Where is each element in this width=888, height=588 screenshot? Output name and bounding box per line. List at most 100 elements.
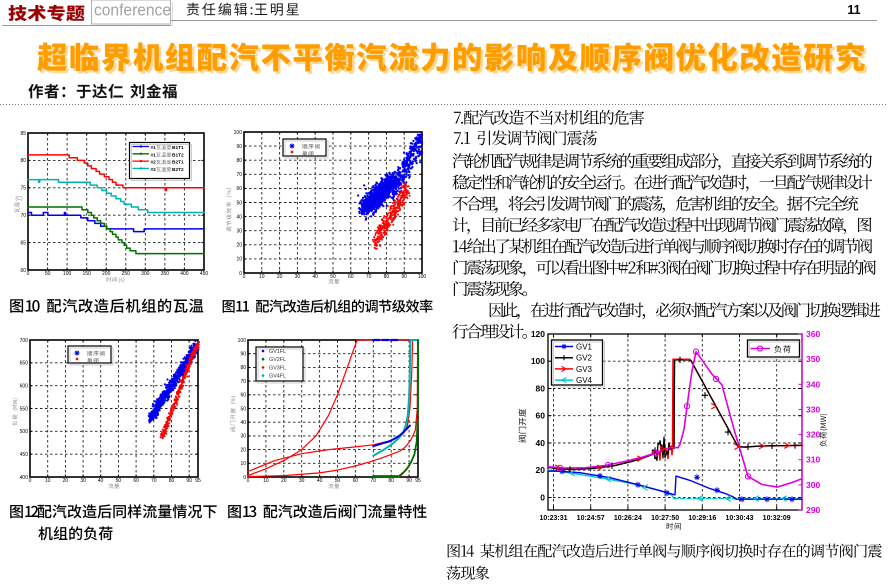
svg-text:70: 70 [366, 274, 372, 280]
svg-text:#1: #1 [151, 145, 157, 151]
svg-text:30: 30 [236, 228, 242, 234]
svg-text:100: 100 [418, 274, 427, 280]
svg-text:GV3: GV3 [576, 365, 593, 374]
svg-text:GV4FL: GV4FL [269, 374, 286, 380]
svg-text:320: 320 [806, 430, 820, 440]
svg-text:0: 0 [239, 271, 242, 277]
svg-text:30: 30 [80, 478, 86, 484]
svg-text:#2: #2 [151, 167, 157, 173]
svg-text:60: 60 [20, 268, 26, 274]
svg-text:50: 50 [45, 271, 51, 277]
svg-text:GV1: GV1 [576, 343, 593, 352]
svg-text:40: 40 [240, 420, 246, 426]
svg-text:450: 450 [20, 452, 29, 458]
svg-text:550: 550 [20, 406, 29, 412]
svg-text:B2T2: B2T2 [172, 167, 184, 173]
svg-text:150: 150 [83, 271, 92, 277]
svg-text:60: 60 [353, 478, 359, 484]
svg-text:95: 95 [415, 478, 421, 484]
svg-text:60: 60 [240, 393, 246, 399]
svg-text:B2T1: B2T1 [172, 160, 184, 166]
svg-text:80: 80 [388, 478, 394, 484]
svg-text:50: 50 [116, 478, 122, 484]
svg-text:80: 80 [240, 365, 246, 371]
svg-text:#1: #1 [151, 152, 157, 158]
svg-text:10:30:43: 10:30:43 [725, 515, 753, 522]
svg-text:85: 85 [20, 131, 26, 137]
svg-text:60: 60 [348, 274, 354, 280]
svg-text:20: 20 [281, 478, 287, 484]
svg-text:60: 60 [133, 478, 139, 484]
svg-text:90: 90 [401, 274, 407, 280]
svg-text:40: 40 [312, 274, 318, 280]
svg-text:(C): (C) [15, 196, 22, 202]
svg-text:10:29:16: 10:29:16 [688, 515, 716, 522]
svg-text:B1T2: B1T2 [172, 152, 184, 158]
svg-text:0: 0 [247, 478, 250, 484]
svg-text:90: 90 [186, 478, 192, 484]
svg-text:GV4: GV4 [576, 376, 593, 385]
svg-text:60: 60 [536, 411, 546, 421]
svg-text:90: 90 [240, 351, 246, 357]
svg-text:400: 400 [180, 271, 189, 277]
svg-text:30: 30 [295, 274, 301, 280]
svg-text:30: 30 [299, 478, 305, 484]
svg-text:75: 75 [20, 186, 26, 192]
svg-text:0: 0 [29, 478, 32, 484]
svg-text:10:26:24: 10:26:24 [614, 515, 642, 522]
svg-text:700: 700 [20, 338, 29, 344]
svg-text:350: 350 [806, 354, 820, 364]
svg-text:20: 20 [63, 478, 69, 484]
svg-text:11: 11 [847, 3, 860, 17]
svg-text:80: 80 [236, 158, 242, 164]
svg-text:0: 0 [243, 274, 246, 280]
svg-text:90: 90 [236, 144, 242, 150]
svg-text:650: 650 [20, 361, 29, 367]
svg-text:10: 10 [45, 478, 51, 484]
svg-text:80: 80 [169, 478, 175, 484]
svg-text:50: 50 [335, 478, 341, 484]
svg-text:360: 360 [806, 329, 820, 339]
svg-text:310: 310 [806, 455, 820, 465]
svg-text:30: 30 [240, 434, 246, 440]
svg-text:10: 10 [236, 257, 242, 263]
svg-text:0: 0 [243, 475, 246, 481]
svg-text:100: 100 [531, 356, 545, 366]
svg-text:50: 50 [236, 200, 242, 206]
svg-text:10:32:09: 10:32:09 [763, 515, 791, 522]
svg-text:20: 20 [536, 465, 546, 475]
svg-text:600: 600 [20, 383, 29, 389]
svg-text:GV2FL: GV2FL [269, 357, 286, 363]
svg-text:10:24:57: 10:24:57 [577, 515, 605, 522]
svg-text:40: 40 [236, 214, 242, 220]
svg-text:200: 200 [102, 271, 111, 277]
svg-text:50: 50 [240, 406, 246, 412]
svg-text:#2: #2 [151, 160, 157, 166]
svg-text:300: 300 [141, 271, 150, 277]
svg-text:90: 90 [406, 478, 412, 484]
svg-text:0: 0 [540, 493, 545, 503]
svg-text:100: 100 [63, 271, 72, 277]
svg-text:conference: conference [94, 1, 171, 20]
svg-text:120: 120 [531, 329, 545, 339]
svg-text:10: 10 [263, 478, 269, 484]
svg-text:450: 450 [200, 271, 209, 277]
svg-text:100: 100 [234, 130, 243, 136]
svg-text:GV1FL: GV1FL [269, 349, 286, 355]
svg-text:80: 80 [536, 384, 546, 394]
svg-text:10: 10 [259, 274, 265, 280]
svg-text:95: 95 [195, 478, 201, 484]
svg-text:40: 40 [317, 478, 323, 484]
svg-text:20: 20 [236, 243, 242, 249]
svg-text:40: 40 [98, 478, 104, 484]
svg-text:GV3FL: GV3FL [269, 365, 286, 371]
svg-text:20: 20 [277, 274, 283, 280]
svg-text:10: 10 [240, 461, 246, 467]
svg-text:40: 40 [536, 438, 546, 448]
svg-text:70: 70 [236, 172, 242, 178]
svg-text:250: 250 [122, 271, 131, 277]
svg-text:70: 70 [371, 478, 377, 484]
svg-text:B1T1: B1T1 [172, 145, 184, 151]
svg-text:340: 340 [806, 379, 820, 389]
svg-text:65: 65 [20, 240, 26, 246]
